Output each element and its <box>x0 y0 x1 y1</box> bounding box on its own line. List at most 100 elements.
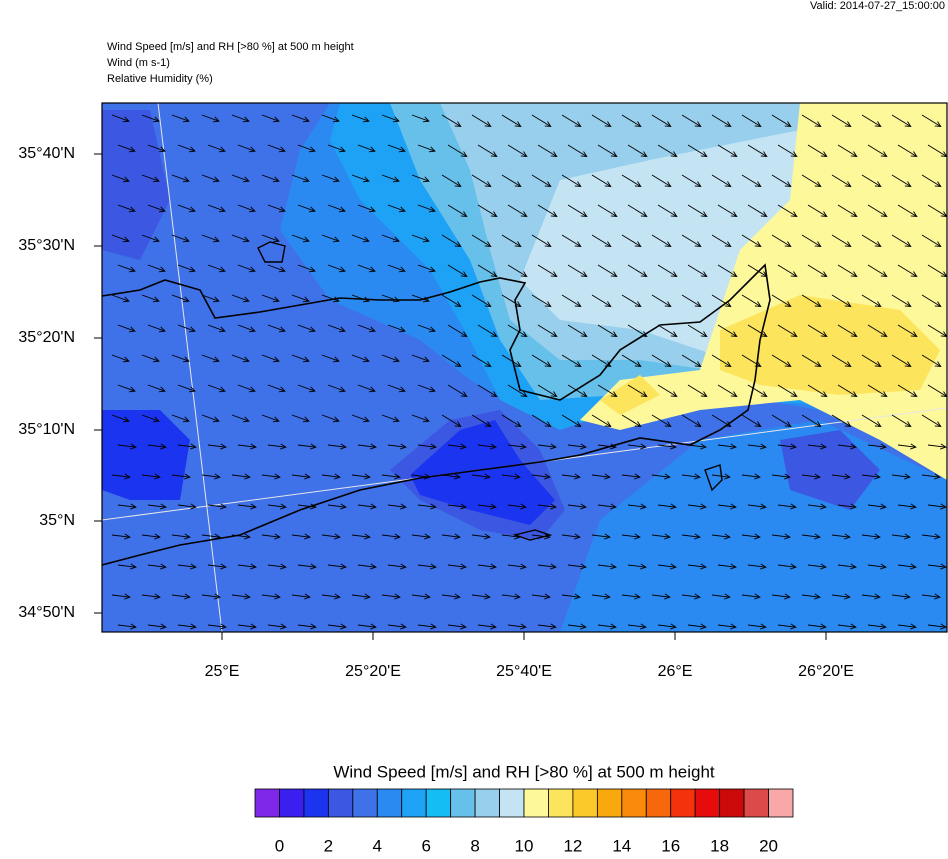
wind-arrow <box>411 354 430 363</box>
wind-arrow <box>657 264 678 278</box>
wind-arrow <box>417 563 437 570</box>
wind-arrow <box>561 593 581 600</box>
wind-arrow <box>687 623 707 630</box>
wind-arrow <box>141 593 161 600</box>
wind-arrow <box>111 354 130 363</box>
colorbar-label: 0 <box>275 836 284 854</box>
wind-arrow <box>771 234 792 248</box>
wind-arrow <box>327 623 347 630</box>
lat-label: 35°20'N <box>18 329 75 346</box>
wind-arrow <box>267 204 286 213</box>
wind-arrow <box>861 414 882 428</box>
wind-arrow <box>747 204 768 218</box>
wind-arrow <box>657 324 678 338</box>
wind-arrow <box>261 473 281 480</box>
wind-arrow <box>441 354 462 368</box>
wind-arrow <box>597 144 618 158</box>
colorbar-label: 2 <box>324 836 333 854</box>
wind-arrow <box>267 563 287 570</box>
colorbar-box <box>376 788 403 818</box>
wind-arrow <box>597 204 618 218</box>
wind-arrow <box>441 473 461 480</box>
wind-arrow <box>831 473 851 480</box>
wind-arrow <box>891 354 912 368</box>
wind-arrow <box>111 533 131 540</box>
wind-arrow <box>801 533 821 540</box>
wind-arrow <box>681 593 701 600</box>
wind-arrow <box>711 354 732 368</box>
wind-arrow <box>597 443 617 450</box>
wind-arrow <box>771 473 791 480</box>
wind-arrow <box>501 533 521 540</box>
wind-arrow <box>327 144 346 153</box>
wind-arrow <box>741 354 762 368</box>
wind-arrow <box>447 563 467 570</box>
wind-arrow <box>591 114 612 128</box>
wind-arrow <box>807 563 827 570</box>
wind-arrow <box>471 414 492 428</box>
wind-arrow <box>291 174 310 183</box>
wind-arrow <box>207 264 226 273</box>
wind-arrow <box>147 324 166 333</box>
wind-arrow <box>381 414 400 423</box>
wind-arrow <box>861 174 882 188</box>
wind-arrow <box>207 443 227 450</box>
wind-arrow <box>501 114 522 128</box>
wind-arrow <box>867 264 888 278</box>
wind-arrow <box>657 443 677 450</box>
wind-arrow <box>627 144 648 158</box>
wind-arrow <box>801 234 822 248</box>
wind-arrow <box>621 473 641 480</box>
wind-arrow <box>291 234 310 243</box>
wind-arrow <box>261 174 280 183</box>
wind-arrow <box>531 174 552 188</box>
wind-arrow <box>117 324 136 333</box>
wind-arrow <box>297 623 317 630</box>
wind-arrow <box>207 563 227 570</box>
wind-arrow <box>417 384 436 393</box>
wind-arrow <box>141 294 160 303</box>
wind-arrow <box>471 533 491 540</box>
wind-arrow <box>531 473 551 480</box>
wind-arrow <box>477 144 498 158</box>
wind-arrow <box>117 384 136 393</box>
wind-arrow <box>297 443 317 450</box>
wind-arrow <box>441 294 462 308</box>
wind-arrow <box>567 324 588 338</box>
wind-arrow <box>741 294 762 308</box>
wind-arrow <box>591 593 611 600</box>
wind-arrow <box>237 623 257 630</box>
wind-arrow <box>627 204 648 218</box>
title-line: Relative Humidity (%) <box>107 73 213 85</box>
wind-arrow <box>237 563 257 570</box>
wind-arrow <box>237 264 256 273</box>
wind-arrow <box>807 384 828 398</box>
wind-arrow <box>321 593 341 600</box>
field-zone <box>600 375 660 415</box>
colorbar-label: 20 <box>759 836 778 854</box>
wind-arrow <box>351 593 371 600</box>
wind-arrow <box>537 204 558 218</box>
wind-arrow <box>921 114 942 128</box>
wind-arrow <box>447 503 467 510</box>
wind-arrow <box>117 563 137 570</box>
wind-arrow <box>717 623 737 630</box>
wind-arrow <box>801 473 821 480</box>
wind-arrow <box>237 443 257 450</box>
wind-arrow <box>507 623 527 630</box>
wind-arrow <box>567 623 587 630</box>
wind-arrow <box>381 354 400 363</box>
wind-arrow <box>471 114 492 128</box>
wind-arrow <box>411 473 431 480</box>
wind-arrow <box>147 264 166 273</box>
wind-arrow <box>591 234 612 248</box>
title-line: Wind Speed [m/s] and RH [>80 %] at 500 m… <box>107 41 354 53</box>
wind-arrow <box>261 234 280 243</box>
wind-arrow <box>741 533 761 540</box>
wind-arrow <box>327 503 347 510</box>
wind-arrow <box>207 204 226 213</box>
wind-arrow <box>351 114 370 123</box>
wind-arrow <box>141 354 160 363</box>
wind-arrow <box>831 533 851 540</box>
wind-arrow <box>921 294 942 308</box>
